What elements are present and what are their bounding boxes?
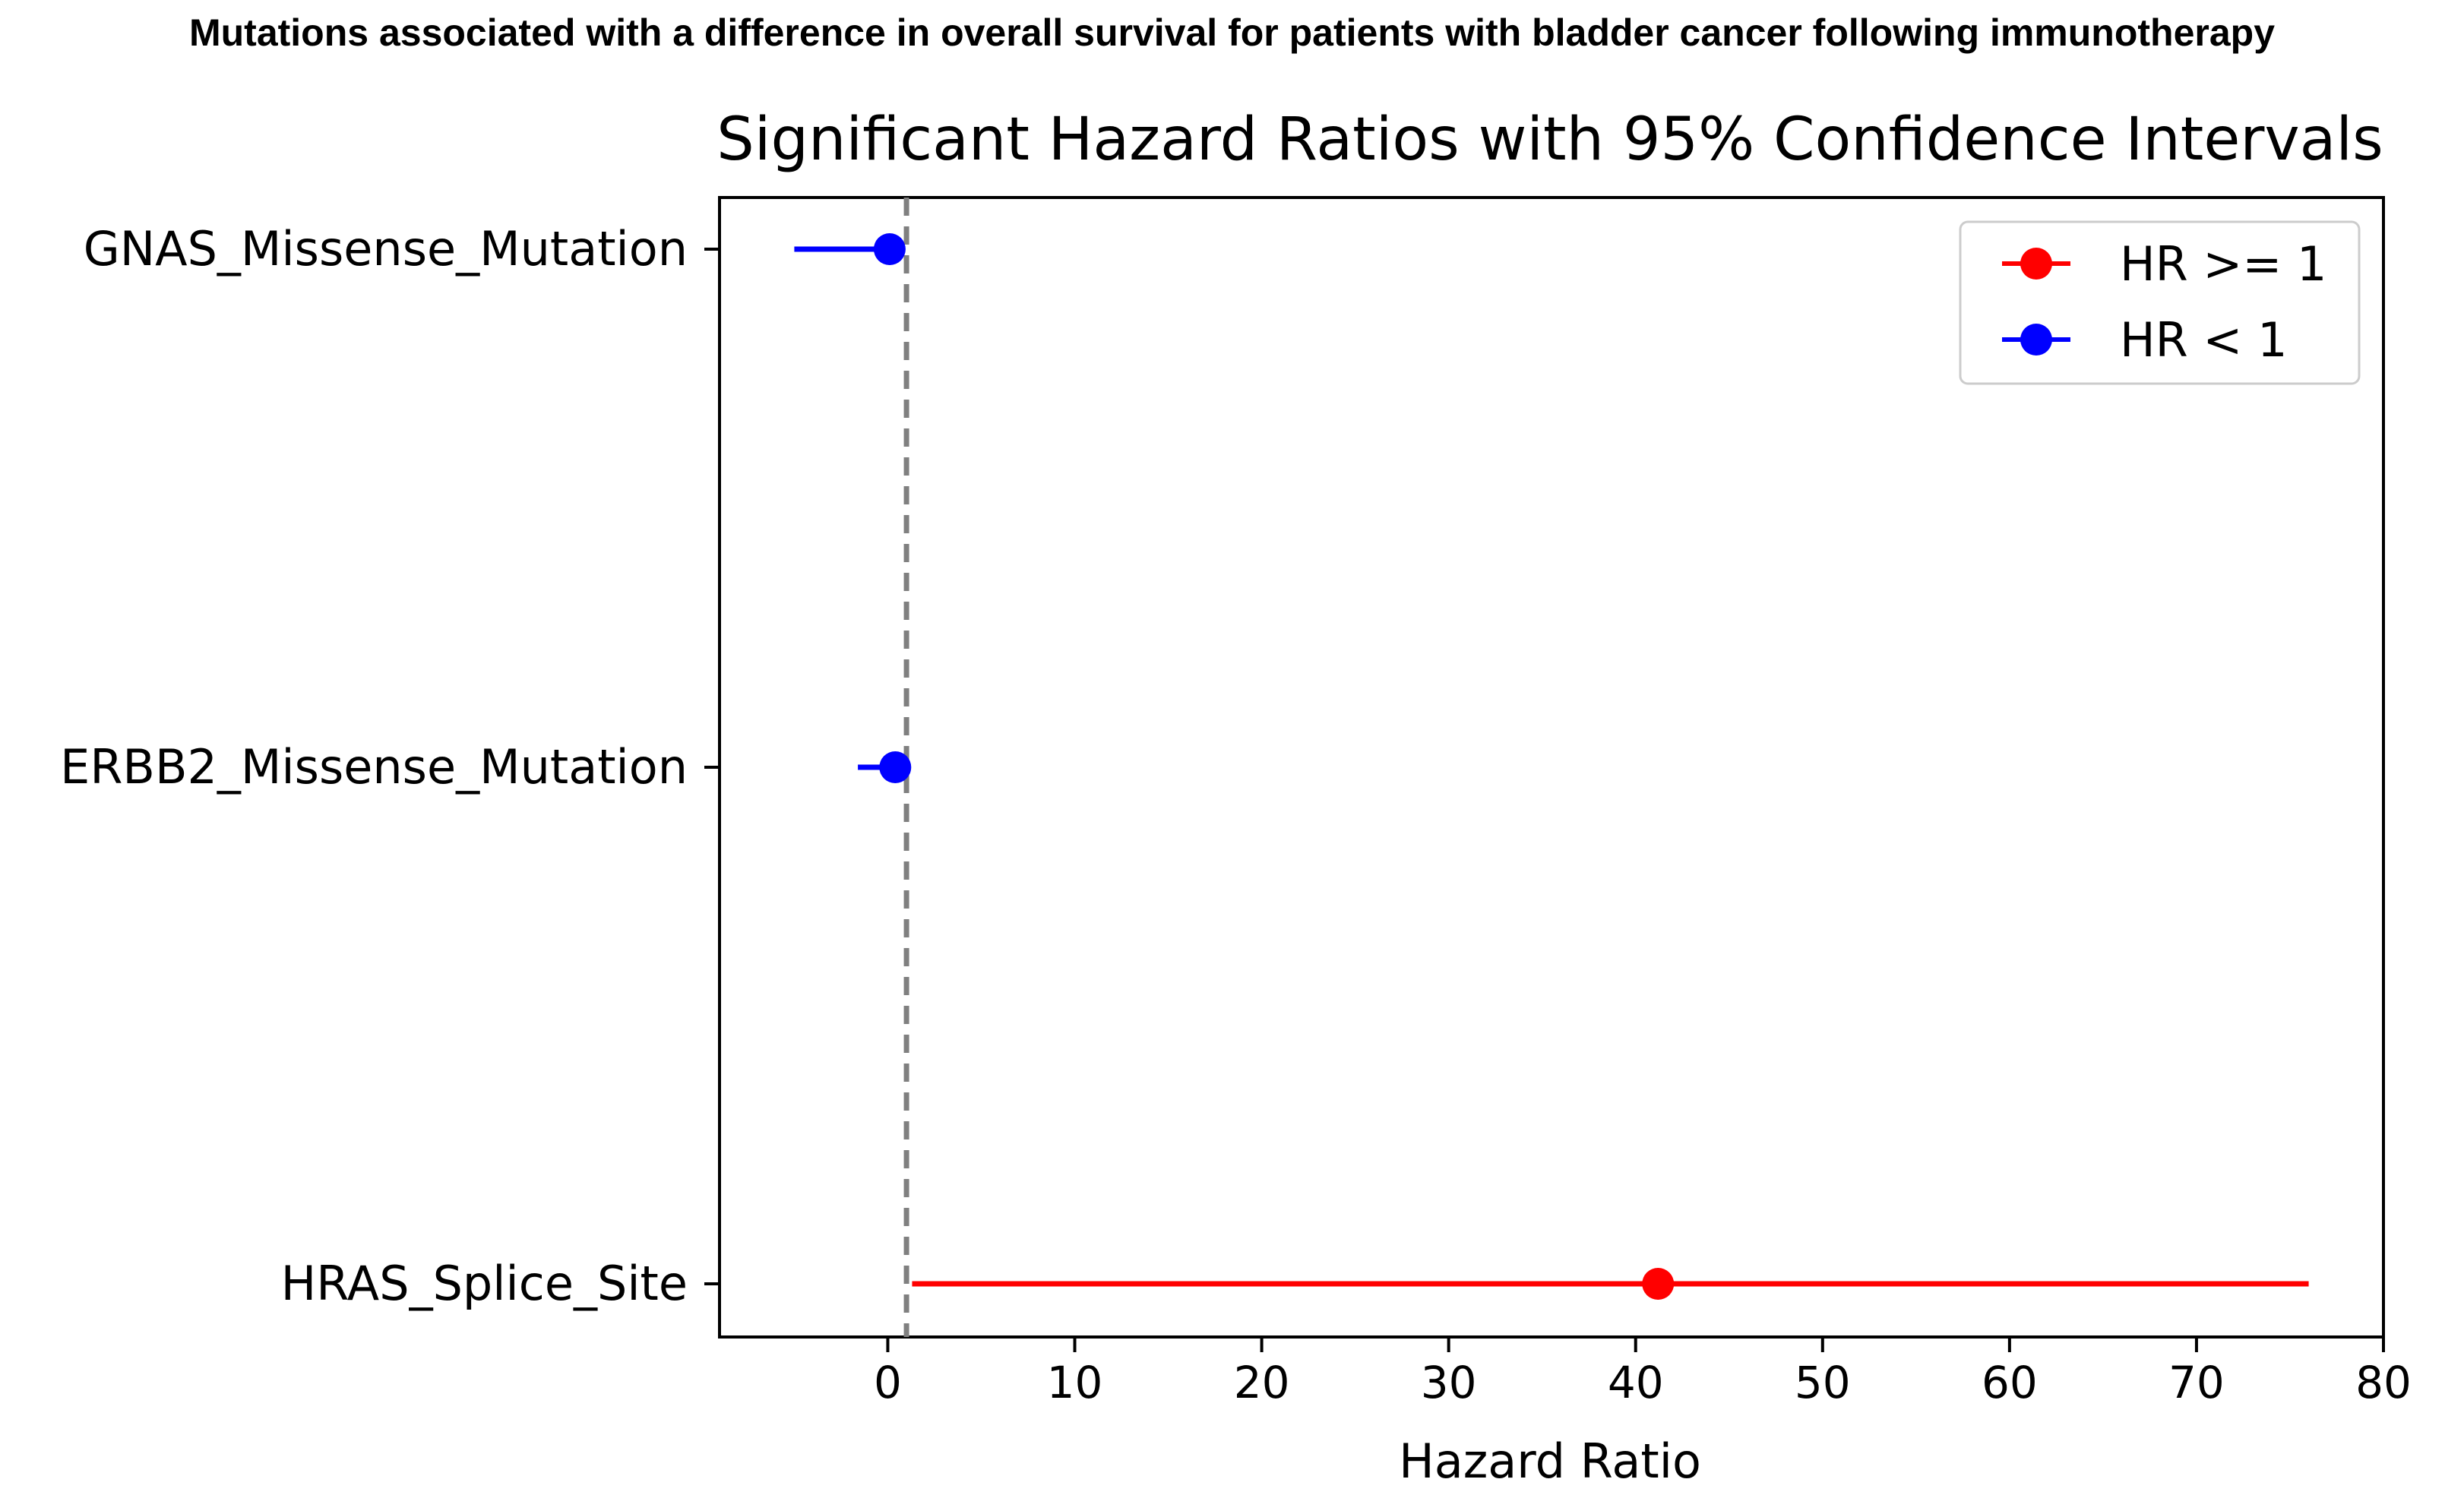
- y-tick-label: GNAS_Missense_Mutation: [84, 221, 688, 277]
- legend-label: HR < 1: [2120, 312, 2288, 368]
- x-tick-label: 80: [2355, 1357, 2412, 1408]
- y-tick-label: HRAS_Splice_Site: [281, 1256, 688, 1311]
- x-tick-label: 10: [1047, 1357, 1103, 1408]
- plot-area: 0 10 20 30 40 50 60 70 80 GNAS_Missense_Mutation E…: [60, 196, 2412, 1408]
- legend-marker: [2020, 324, 2052, 356]
- x-tick-label: 30: [1421, 1357, 1477, 1408]
- x-tick-label: 60: [1982, 1357, 2038, 1408]
- x-tick-label: 50: [1795, 1357, 1851, 1408]
- hr-point: [1642, 1268, 1675, 1300]
- x-axis-label: Hazard Ratio: [1399, 1433, 1701, 1489]
- legend-label: HR >= 1: [2120, 236, 2326, 292]
- x-tick-label: 40: [1608, 1357, 1664, 1408]
- x-tick-label: 20: [1234, 1357, 1290, 1408]
- chart-title: Significant Hazard Ratios with 95% Confi…: [716, 106, 2383, 174]
- x-tick-label: 0: [874, 1357, 902, 1408]
- figure-title: Mutations associated with a difference i…: [188, 11, 2276, 54]
- hr-point: [879, 751, 912, 783]
- legend-marker: [2020, 248, 2052, 280]
- x-tick-label: 70: [2168, 1357, 2225, 1408]
- hr-point: [873, 233, 906, 265]
- y-tick-label: ERBB2_Missense_Mutation: [60, 739, 688, 795]
